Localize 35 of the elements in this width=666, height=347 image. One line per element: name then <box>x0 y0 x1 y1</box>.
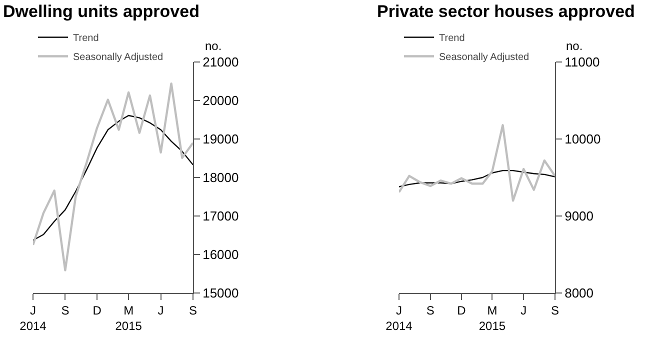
y-tick-label: 9000 <box>564 208 594 224</box>
legend-label: Trend <box>439 33 465 44</box>
x-tick-label: J 2014 <box>20 303 47 333</box>
line-series <box>399 124 555 202</box>
x-tick-label: D <box>92 303 102 318</box>
y-tick-label: 11000 <box>564 54 600 70</box>
y-tick-label: 21000 <box>202 54 239 70</box>
line-series <box>399 170 555 188</box>
chart-title: Private sector houses approved <box>377 2 635 22</box>
x-tick-label: J <box>158 303 164 318</box>
line-series <box>33 114 193 241</box>
x-tick-label: S <box>426 303 434 318</box>
legend-label: Trend <box>73 33 99 44</box>
y-tick-label: 20000 <box>202 93 239 108</box>
x-tick-label: D <box>457 303 466 318</box>
legend-label: Seasonally Adjusted <box>439 52 530 64</box>
legend-label: Seasonally Adjusted <box>73 52 164 64</box>
line-series <box>33 82 193 272</box>
y-tick-label: 19000 <box>202 132 239 147</box>
y-tick-label: 15000 <box>202 286 239 301</box>
x-tick-label: S <box>188 303 198 318</box>
x-tick-label: S <box>550 303 560 318</box>
x-tick-label: M 2015 <box>115 303 142 333</box>
y-tick-label: 8000 <box>564 286 594 301</box>
chart-title: Dwelling units approved <box>3 2 200 22</box>
x-tick-label: J <box>520 303 527 318</box>
x-tick-label: J 2014 <box>386 303 413 333</box>
y-tick-label: 10000 <box>564 132 601 147</box>
x-tick-label: M 2015 <box>478 303 506 333</box>
y-axis-title: no. <box>205 39 222 53</box>
y-tick-label: 16000 <box>202 247 239 262</box>
y-tick-label: 17000 <box>202 208 239 224</box>
x-tick-label: S <box>61 303 70 318</box>
y-tick-label: 18000 <box>202 170 239 186</box>
y-axis-title: no. <box>566 39 583 53</box>
